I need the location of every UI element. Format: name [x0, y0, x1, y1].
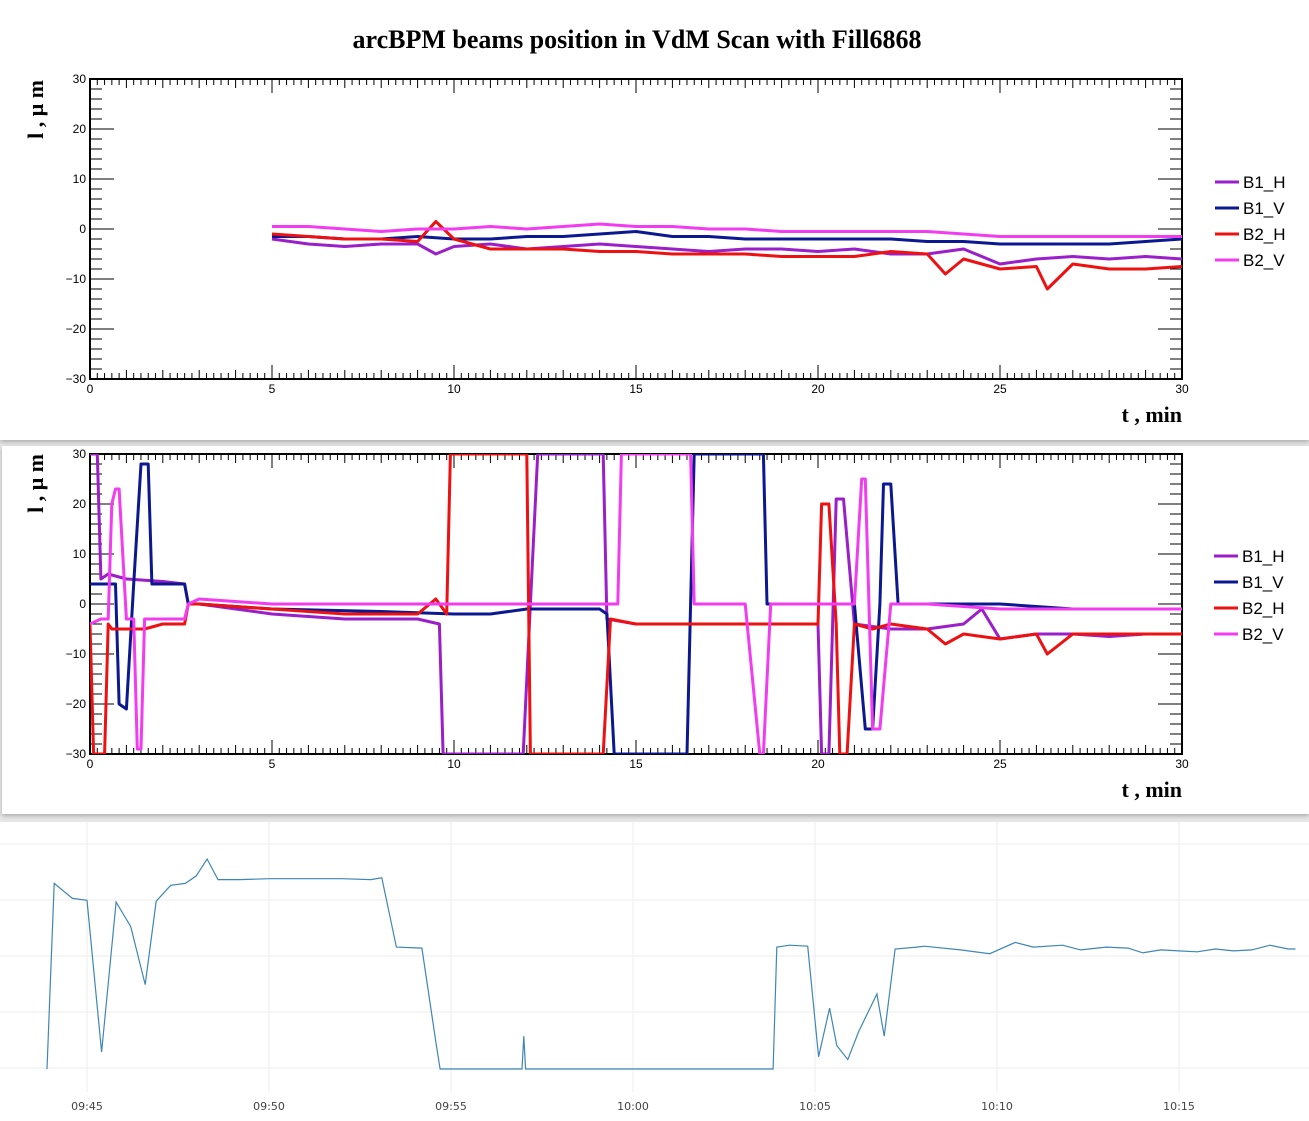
x-axis-title: t , min	[1122, 777, 1183, 802]
x-tick-label: 5	[269, 757, 276, 771]
series-line-b2-v	[272, 222, 1182, 238]
legend-label: B2_H	[1242, 599, 1285, 618]
series-line-b1-v	[90, 454, 1182, 754]
y-axis-title: l , μ m	[23, 454, 48, 513]
y-tick-label: −20	[66, 322, 87, 336]
x-tick-label: 5	[269, 382, 276, 396]
x-tick-label: 09:55	[435, 1100, 467, 1113]
y-tick-label: 10	[73, 172, 87, 186]
legend-label: B1_H	[1243, 173, 1286, 192]
legend-label: B2_V	[1242, 625, 1284, 644]
x-tick-label: 10:05	[799, 1100, 831, 1113]
y-tick-label: 30	[73, 72, 87, 86]
series-line-b2-v	[90, 454, 1182, 754]
y-tick-label: −20	[66, 697, 87, 711]
x-tick-label: 30	[1175, 757, 1189, 771]
x-tick-label: 15	[629, 382, 643, 396]
y-tick-label: 10	[73, 547, 87, 561]
x-tick-label: 09:45	[71, 1100, 103, 1113]
legend-label: B1_V	[1242, 573, 1284, 592]
y-tick-label: 30	[73, 447, 87, 461]
legend-label: B1_H	[1242, 547, 1285, 566]
y-tick-label: −30	[66, 747, 87, 761]
top-chart: arcBPM beams position in VdM Scan with F…	[23, 25, 1286, 427]
plot-frame	[89, 78, 1183, 380]
x-axis-title: t , min	[1122, 402, 1183, 427]
x-tick-label: 20	[811, 382, 825, 396]
middle-chart-panel: 0 5 10 15 20 25 30 30 20 10 0 −10 −20 −30 t , min l , μ…	[2, 446, 1309, 814]
y-tick-label: −30	[66, 372, 87, 386]
x-tick-label: 25	[993, 382, 1007, 396]
legend-label: B2_V	[1243, 251, 1285, 270]
series-line-b1-h	[271, 237, 1182, 266]
x-tick-label: 10:00	[617, 1100, 649, 1113]
series-line-b2-h	[271, 220, 1182, 291]
bottom-chart-panel: 09:45 09:50 09:55 10:00 10:05 10:10 10:15	[0, 822, 1309, 1121]
x-tick-label: 10	[447, 757, 461, 771]
y-tick-label: −10	[66, 647, 87, 661]
x-tick-label: 25	[993, 757, 1007, 771]
x-tick-label: 0	[87, 757, 94, 771]
y-tick-label: 20	[73, 122, 87, 136]
x-tick-label: 10	[447, 382, 461, 396]
y-axis-title: l , μ m	[23, 80, 48, 139]
y-tick-label: 20	[73, 497, 87, 511]
top-chart-panel: arcBPM beams position in VdM Scan with F…	[0, 0, 1309, 440]
x-tick-label: 20	[811, 757, 825, 771]
chart-title: arcBPM beams position in VdM Scan with F…	[353, 25, 922, 54]
x-tick-label: 10:15	[1163, 1100, 1195, 1113]
x-tick-label: 0	[87, 382, 94, 396]
x-tick-label: 09:50	[253, 1100, 285, 1113]
x-tick-label: 30	[1175, 382, 1189, 396]
bottom-chart: 09:45 09:50 09:55 10:00 10:05 10:10 10:15	[0, 822, 1309, 1113]
x-tick-label: 15	[629, 757, 643, 771]
y-tick-label: 0	[79, 597, 86, 611]
series-line	[46, 857, 1296, 1070]
y-tick-label: −10	[66, 272, 87, 286]
legend-label: B1_V	[1243, 199, 1285, 218]
x-tick-label: 10:10	[981, 1100, 1013, 1113]
legend-label: B2_H	[1243, 225, 1286, 244]
middle-chart: 0 5 10 15 20 25 30 30 20 10 0 −10 −20 −30 t , min l , μ…	[23, 447, 1285, 802]
y-tick-label: 0	[79, 222, 86, 236]
series-line-b2-h	[90, 454, 1182, 754]
